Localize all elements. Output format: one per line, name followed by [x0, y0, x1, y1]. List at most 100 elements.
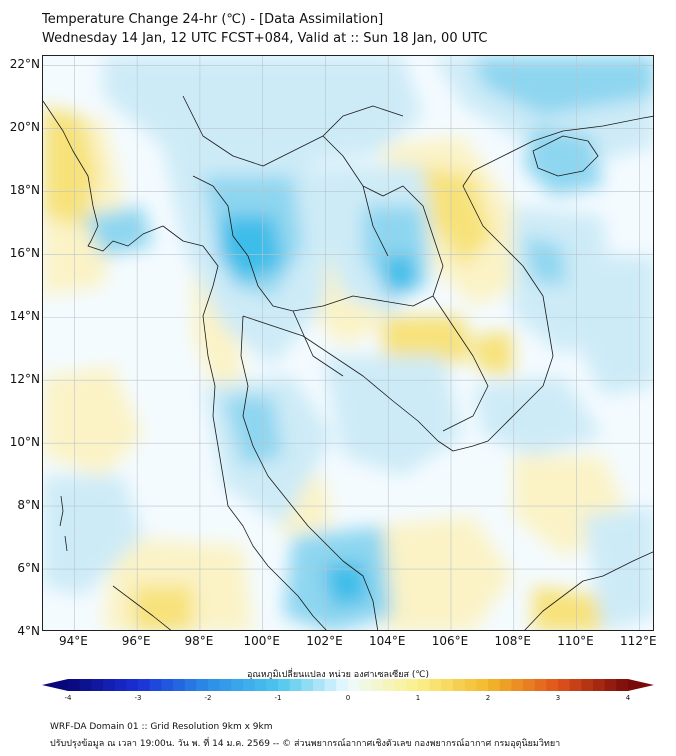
coastlines-and-borders — [43, 95, 653, 630]
longitude-label: 110°E — [557, 634, 594, 648]
temperature-anomaly-patch — [133, 586, 193, 630]
longitude-label: 108°E — [494, 634, 532, 648]
colorbar-cell — [336, 679, 349, 691]
colorbar-cell — [383, 679, 396, 691]
colorbar-tick-label: -2 — [204, 694, 212, 702]
colorbar-cell — [313, 679, 326, 691]
colorbar-cell — [371, 679, 384, 691]
colorbar-cell — [208, 679, 221, 691]
colorbar-cell — [488, 679, 501, 691]
gulf-coast — [242, 115, 653, 452]
temperature-anomaly-patch — [383, 256, 415, 294]
latitude-label: 12°N — [9, 372, 40, 387]
colorbar-cell — [499, 679, 512, 691]
chart-subtitle: Wednesday 14 Jan, 12 UTC FCST+084, Valid… — [42, 31, 488, 46]
colorbar-cell — [149, 679, 162, 691]
temperature-anomaly-patch — [43, 366, 143, 476]
temperature-anomaly-patch — [533, 586, 603, 630]
latitude-label: 6°N — [17, 561, 40, 576]
colorbar-cell — [534, 679, 547, 691]
temperature-anomaly-patch — [103, 56, 423, 166]
colorbar-cell — [79, 679, 92, 691]
longitude-label: 94°E — [58, 634, 88, 648]
colorbar-cell — [138, 679, 151, 691]
colorbar-cell — [429, 679, 442, 691]
temperature-anomaly-patch — [323, 561, 368, 606]
colorbar-tick-label: -3 — [134, 694, 142, 702]
peninsula-east-coast — [240, 315, 379, 630]
colorbar-cell — [91, 679, 104, 691]
latitude-label: 10°N — [9, 435, 40, 450]
colorbar-cell — [278, 679, 291, 691]
longitude-label: 98°E — [184, 634, 214, 648]
colorbar-cell — [348, 679, 361, 691]
footer-credits: ปรับปรุงข้อมูล ณ เวลา 19:00น. วัน พ. ที่… — [50, 739, 561, 749]
latitude-label: 22°N — [9, 57, 40, 72]
colorbar-cell — [324, 679, 337, 691]
colorbar-cell — [68, 679, 81, 691]
temperature-anomaly-patch — [43, 106, 98, 226]
colorbar-tick-label: 0 — [345, 694, 351, 702]
footer-model-info: WRF-DA Domain 01 :: Grid Resolution 9km … — [50, 722, 273, 732]
colorbar — [42, 679, 654, 691]
colorbar-cell — [184, 679, 197, 691]
colorbar-cell — [581, 679, 594, 691]
colorbar-cell — [511, 679, 524, 691]
temperature-anomaly-patch — [523, 236, 568, 286]
latitude-label: 18°N — [9, 183, 40, 198]
colorbar-cell — [616, 679, 629, 691]
longitude-label: 106°E — [431, 634, 469, 648]
sumatra-coast — [112, 585, 172, 630]
colorbar-max-extend — [628, 679, 654, 691]
colorbar-min-extend — [42, 679, 68, 691]
colorbar-cell — [231, 679, 244, 691]
colorbar-cell — [593, 679, 606, 691]
colorbar-cell — [523, 679, 536, 691]
colorbar-cell — [266, 679, 279, 691]
latitude-label: 20°N — [9, 120, 40, 135]
andaman-islands — [59, 495, 68, 552]
colorbar-cell — [464, 679, 477, 691]
temperature-anomaly-patch — [473, 331, 513, 376]
colorbar-tick-label: -1 — [274, 694, 282, 702]
borneo-coast — [524, 551, 653, 630]
colorbar-cell — [254, 679, 267, 691]
colorbar-cell — [558, 679, 571, 691]
temperature-anomaly-patch — [423, 166, 493, 266]
colorbar-cell — [219, 679, 232, 691]
temperature-anomaly-patch — [563, 256, 653, 396]
colorbar-title: อุณหภูมิเปลี่ยนแปลง หน่วย องศาเซลเซียส (… — [246, 670, 430, 680]
colorbar-cell — [569, 679, 582, 691]
hainan-island — [532, 135, 599, 177]
colorbar-cell — [103, 679, 116, 691]
colorbar-cell — [173, 679, 186, 691]
peninsula-west-coast — [212, 415, 327, 630]
colorbar-cell — [289, 679, 302, 691]
colorbar-cell — [441, 679, 454, 691]
longitude-label: 96°E — [121, 634, 151, 648]
longitude-label: 104°E — [368, 634, 406, 648]
temperature-anomaly-patch — [323, 356, 463, 476]
longitude-label: 112°E — [620, 634, 657, 648]
temperature-anomaly-patch — [373, 516, 513, 630]
colorbar-cell — [359, 679, 372, 691]
colorbar-cell — [406, 679, 419, 691]
colorbar-cell — [196, 679, 209, 691]
latitude-label: 8°N — [17, 498, 40, 513]
temperature-anomaly-patch — [223, 396, 283, 466]
longitude-label: 100°E — [243, 634, 280, 648]
colorbar-cell — [126, 679, 139, 691]
temperature-anomaly-patch — [473, 376, 603, 456]
temperature-anomaly-patch — [523, 126, 603, 196]
chart-title: Temperature Change 24-hr (℃) - [Data Ass… — [42, 12, 384, 27]
latitude-label: 14°N — [9, 309, 40, 324]
myanmar-coast — [43, 100, 219, 417]
latitude-label: 4°N — [17, 624, 40, 638]
colorbar-tick-label: 3 — [555, 694, 561, 702]
latitude-label: 16°N — [9, 246, 40, 261]
colorbar-cell — [546, 679, 559, 691]
colorbar-cell — [301, 679, 314, 691]
colorbar-cell — [243, 679, 256, 691]
colorbar-cell — [476, 679, 489, 691]
colorbar-cell — [604, 679, 617, 691]
